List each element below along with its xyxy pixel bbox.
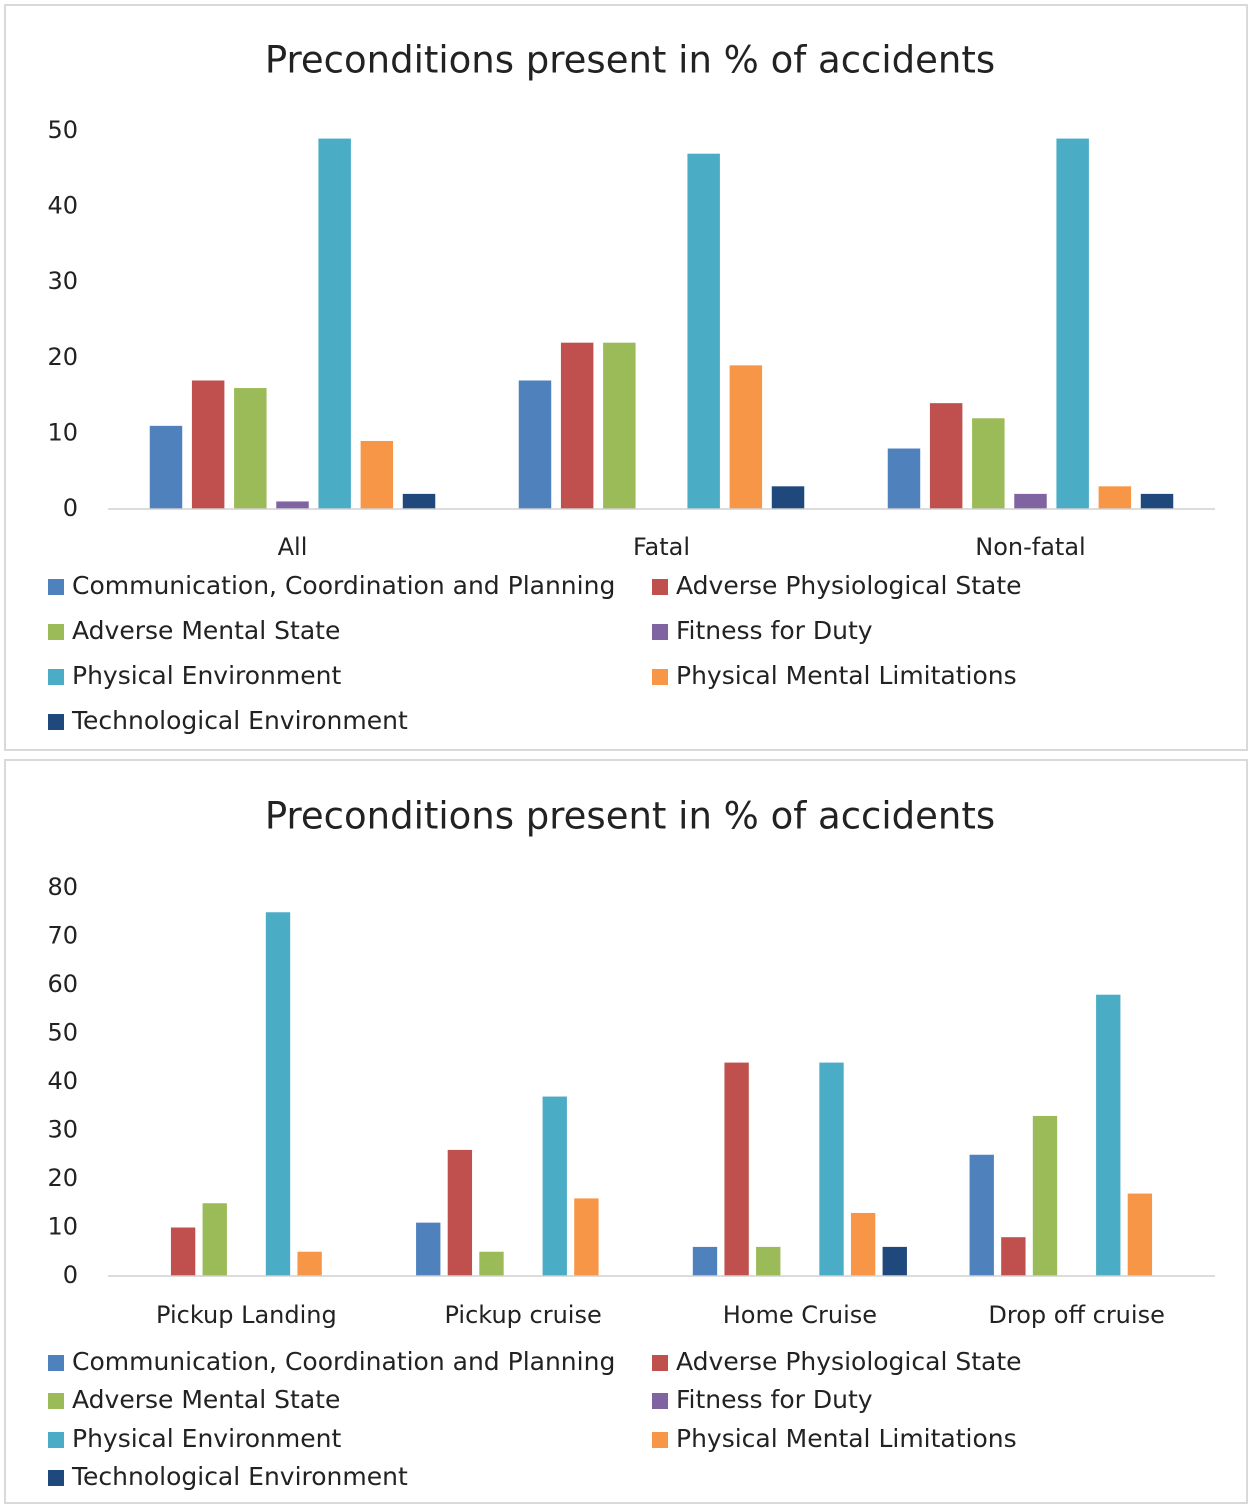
legend-label: Technological Environment [71, 706, 408, 735]
bar [276, 501, 309, 509]
legend-swatch [48, 669, 64, 685]
bar [887, 448, 921, 509]
legend-swatch [652, 579, 668, 595]
y-tick-label: 10 [47, 1213, 78, 1241]
legend-label: Adverse Mental State [72, 616, 340, 645]
bar [972, 418, 1005, 509]
bar [542, 1096, 567, 1276]
legend-swatch [652, 1355, 668, 1371]
legend-swatch [48, 1355, 64, 1371]
bar [560, 342, 594, 509]
bar [724, 1062, 749, 1276]
legend-swatch [48, 1470, 64, 1486]
bar [1140, 493, 1174, 509]
y-tick-label: 70 [47, 922, 78, 950]
legend-swatch [48, 1393, 64, 1409]
legend-label: Communication, Coordination and Planning [72, 571, 615, 600]
bar [234, 388, 267, 509]
y-tick-label: 20 [47, 343, 78, 371]
bar [318, 138, 351, 509]
bar [402, 493, 436, 509]
legend-label: Adverse Mental State [72, 1385, 340, 1414]
bar [850, 1212, 876, 1276]
x-tick-label: Pickup cruise [444, 1301, 601, 1329]
y-tick-label: 30 [47, 1116, 78, 1144]
x-tick-label: All [278, 533, 308, 561]
legend-label: Fitness for Duty [676, 1385, 873, 1414]
bar [819, 1062, 844, 1276]
y-tick-label: 50 [47, 116, 78, 144]
chart-title: Preconditions present in % of accidents [265, 795, 995, 838]
legend-label: Adverse Physiological State [676, 1347, 1022, 1376]
legend-label: Fitness for Duty [676, 616, 873, 645]
legend-label: Physical Mental Limitations [676, 661, 1017, 690]
y-tick-label: 40 [47, 1067, 78, 1095]
y-tick-label: 60 [47, 970, 78, 998]
bar [202, 1203, 227, 1276]
legend-swatch [48, 579, 64, 595]
legend-swatch [652, 624, 668, 640]
bar [297, 1251, 322, 1276]
bar [149, 425, 183, 509]
x-tick-label: Home Cruise [723, 1301, 877, 1329]
x-tick-label: Fatal [633, 533, 690, 561]
bar [1096, 994, 1121, 1276]
bar [756, 1246, 781, 1276]
x-tick-label: Pickup Landing [156, 1301, 337, 1329]
bar [929, 403, 963, 509]
legend-swatch [48, 714, 64, 730]
bar [518, 380, 552, 509]
legend-swatch [652, 1432, 668, 1448]
bar [447, 1149, 473, 1276]
y-tick-label: 0 [63, 494, 78, 522]
bar [687, 153, 720, 509]
y-tick-label: 50 [47, 1019, 78, 1047]
legend-label: Communication, Coordination and Planning [72, 1347, 615, 1376]
bar [170, 1227, 196, 1276]
bar [1001, 1237, 1026, 1276]
bar [479, 1251, 504, 1276]
bar [969, 1154, 994, 1276]
bar [882, 1246, 907, 1276]
bar [771, 486, 805, 509]
legend-label: Physical Mental Limitations [676, 1424, 1017, 1453]
x-tick-label: Drop off cruise [988, 1301, 1164, 1329]
y-tick-label: 80 [47, 873, 78, 901]
bar [265, 912, 291, 1276]
y-tick-label: 20 [47, 1164, 78, 1192]
bar [416, 1222, 441, 1276]
legend-swatch [48, 1432, 64, 1448]
bar [692, 1246, 718, 1276]
bar [574, 1198, 599, 1276]
x-tick-label: Non-fatal [975, 533, 1085, 561]
legend-swatch [652, 1393, 668, 1409]
bar [1014, 493, 1047, 509]
y-tick-label: 40 [47, 192, 78, 220]
legend-label: Physical Environment [72, 1424, 341, 1453]
bar [1032, 1115, 1058, 1276]
bar [191, 380, 225, 509]
y-tick-label: 10 [47, 418, 78, 446]
legend-swatch [652, 669, 668, 685]
legend-label: Technological Environment [71, 1462, 408, 1491]
bar [729, 365, 763, 509]
y-tick-label: 0 [63, 1261, 78, 1289]
legend-label: Physical Environment [72, 661, 341, 690]
bar [1056, 138, 1089, 509]
legend-label: Adverse Physiological State [676, 571, 1022, 600]
legend-swatch [48, 624, 64, 640]
chart-title: Preconditions present in % of accidents [265, 39, 995, 82]
bar [1127, 1193, 1153, 1276]
y-tick-label: 30 [47, 267, 78, 295]
bar [360, 440, 394, 509]
bar [603, 342, 636, 509]
bar [1098, 486, 1132, 509]
